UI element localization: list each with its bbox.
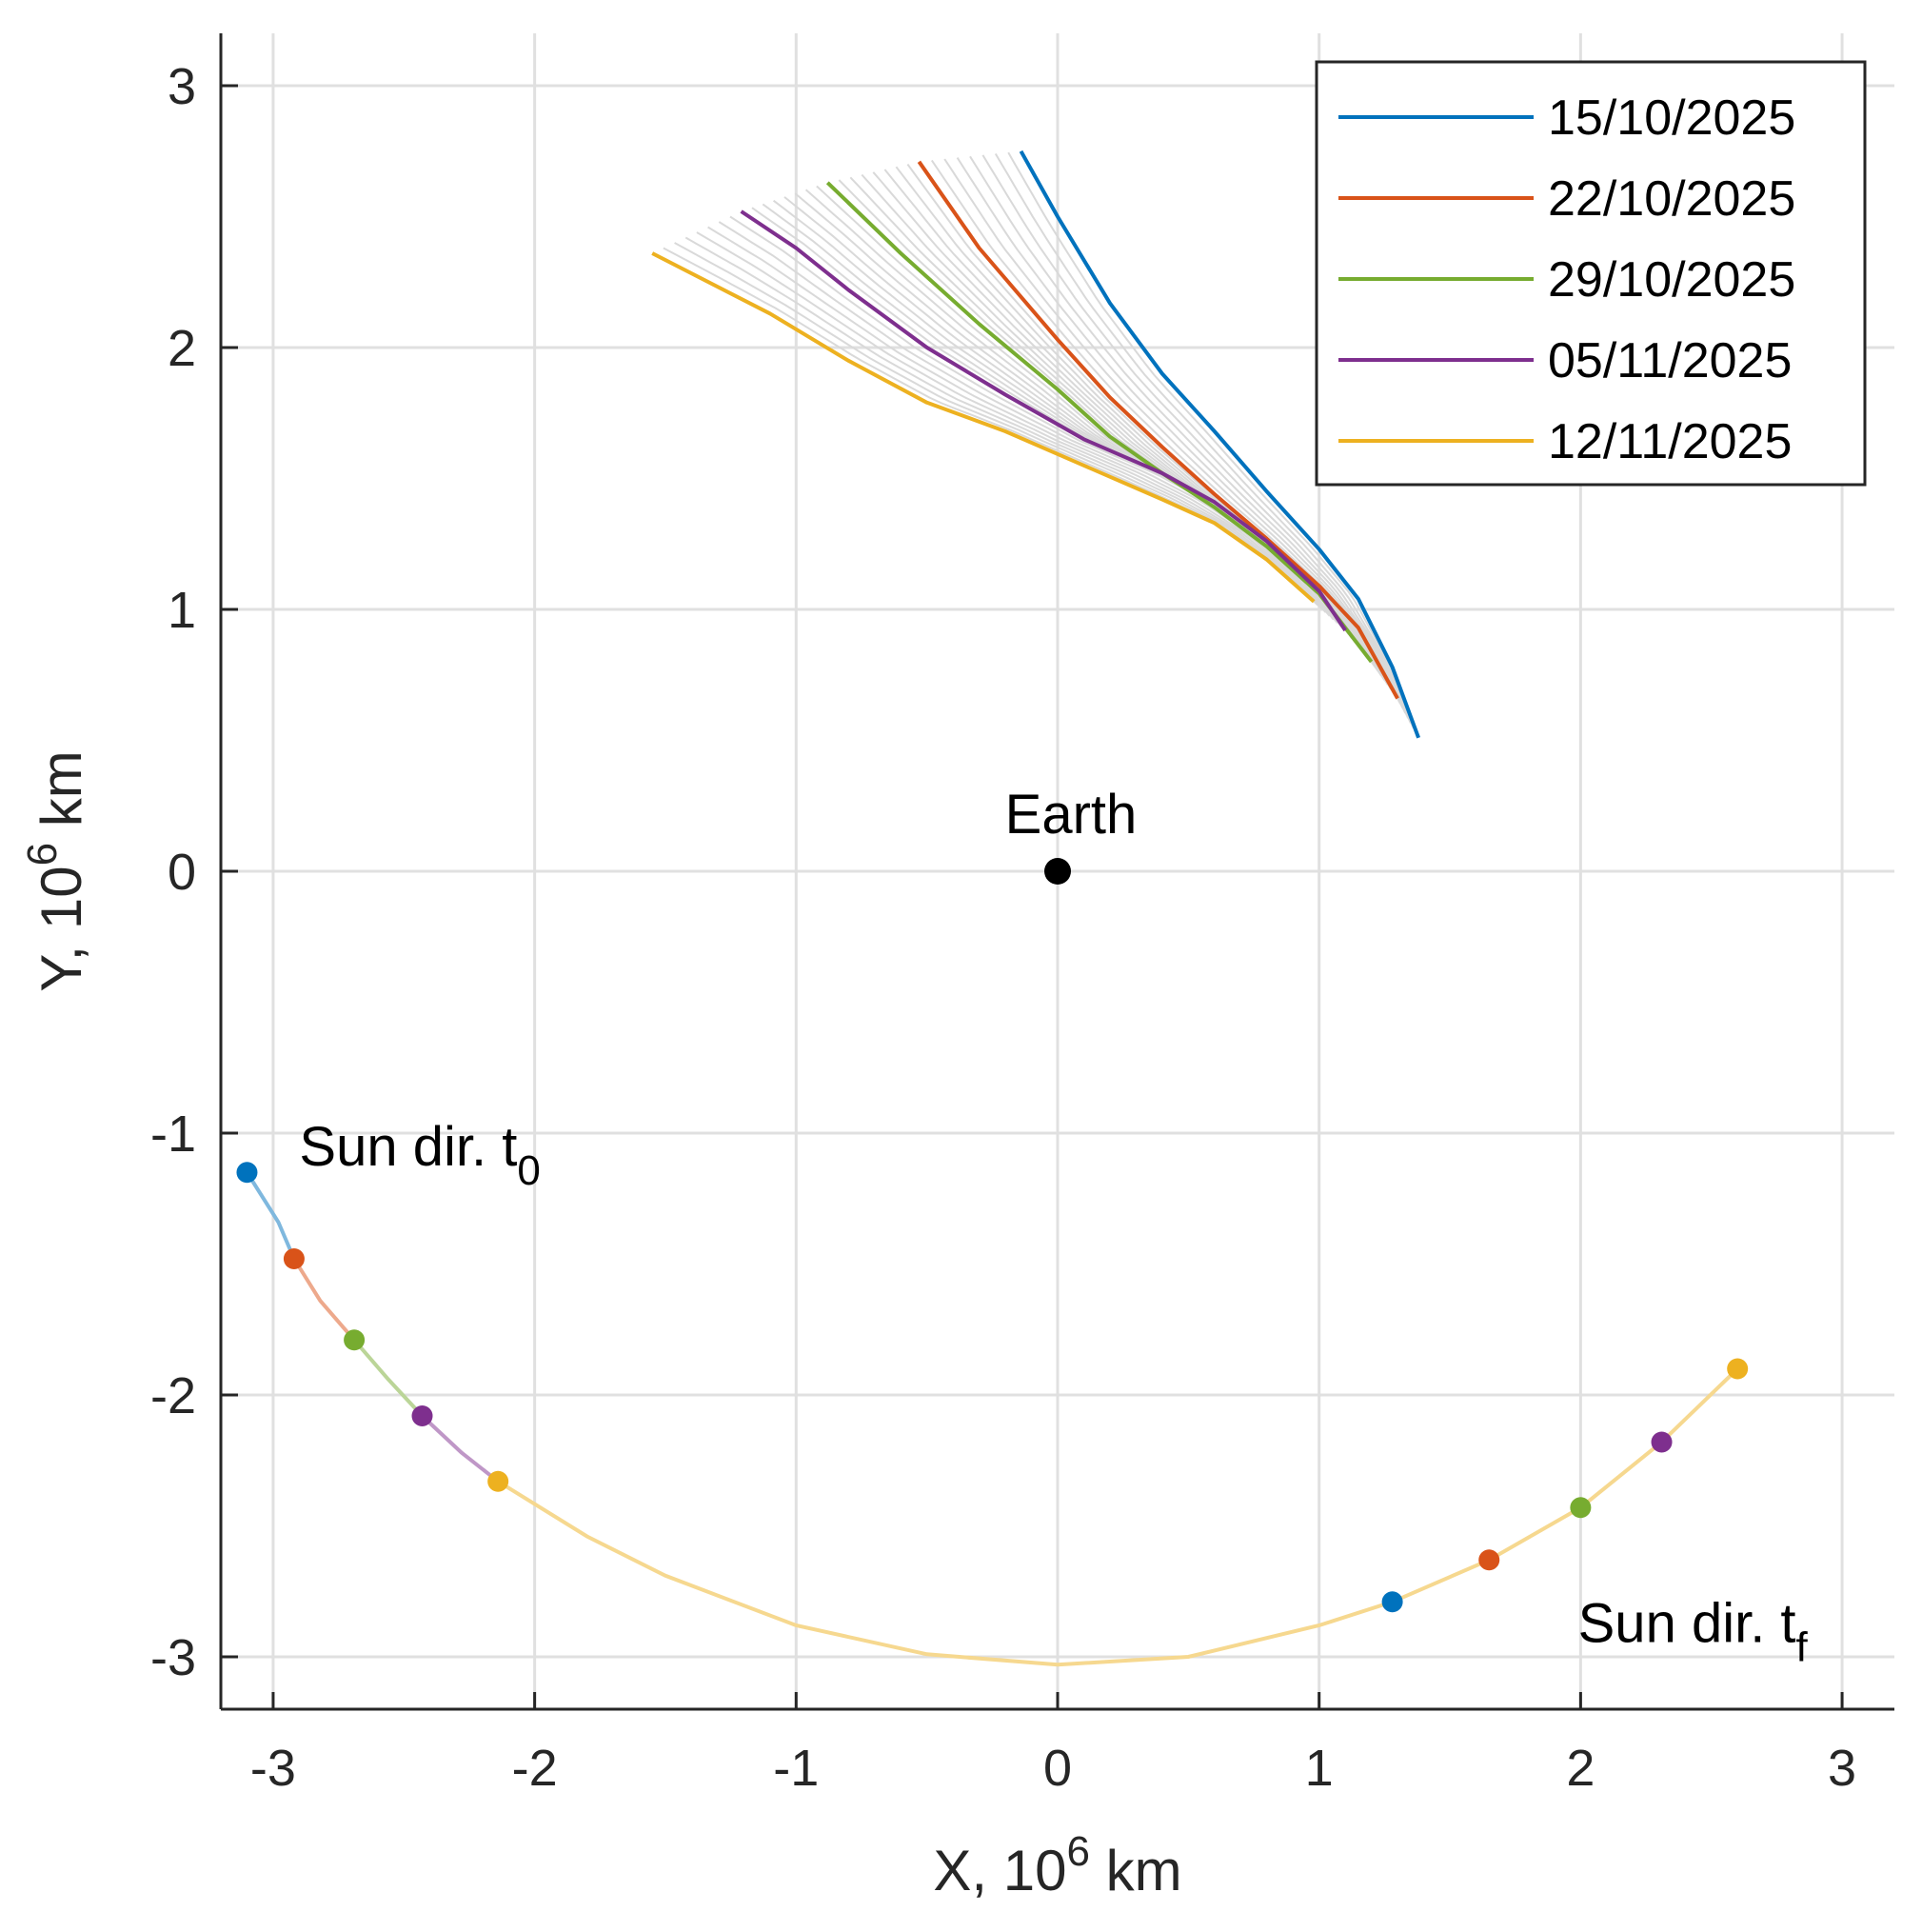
earth-marker — [1044, 858, 1071, 885]
intermediate-trajectory — [981, 154, 1412, 724]
x-tick-label: 3 — [1828, 1740, 1856, 1797]
earth-group: Earth — [1005, 784, 1138, 885]
sun-direction-marker — [1478, 1549, 1500, 1571]
sun-direction-arc — [245, 1171, 1739, 1667]
sun-dir-start-label: Sun dir. t0 — [299, 1116, 540, 1194]
y-tick-label: -1 — [150, 1105, 196, 1163]
sun-direction-marker — [344, 1329, 366, 1351]
x-tick-label: 0 — [1043, 1740, 1072, 1797]
intermediate-trajectory — [994, 152, 1415, 728]
intermediate-trajectory — [684, 236, 1327, 613]
sun-arc-segment — [245, 1171, 296, 1260]
sun-direction-marker — [1381, 1591, 1403, 1613]
legend-label: 22/10/2025 — [1548, 171, 1795, 227]
sun-arc-segment — [497, 1367, 1739, 1667]
legend-items: 15/10/2025 22/10/2025 29/10/2025 05/11/2025… — [1338, 90, 1795, 469]
intermediate-trajectory — [969, 155, 1410, 719]
sun-dir-end-text: Sun dir. t — [1578, 1592, 1796, 1654]
earth-label: Earth — [1005, 784, 1138, 846]
intermediate-trajectory — [674, 242, 1323, 610]
sun-direction-markers — [236, 1162, 1749, 1613]
x-tick-label: 2 — [1566, 1740, 1595, 1797]
sun-arc-segment — [352, 1338, 424, 1418]
sun-dir-start-text: Sun dir. t — [299, 1116, 517, 1178]
x-axis-label: X, 106 km — [933, 1828, 1181, 1902]
y-axis-label-sup: 6 — [19, 843, 66, 866]
x-ticks: -3 -2 -1 0 1 2 3 — [250, 1692, 1856, 1797]
intermediate-trajectory — [1007, 151, 1417, 733]
y-axis-label-text: Y, 10 — [30, 866, 93, 991]
trajectory-line — [825, 181, 1374, 664]
sun-direction-marker — [411, 1405, 433, 1426]
intermediate-trajectories — [663, 151, 1417, 733]
trajectory-line — [917, 160, 1399, 700]
y-tick-label: 0 — [168, 844, 196, 901]
intermediate-trajectory — [729, 215, 1342, 627]
sun-dir-end-sub: f — [1796, 1623, 1809, 1670]
y-axis-label: Y, 106 km — [19, 750, 93, 992]
x-axis-label-unit: km — [1090, 1839, 1182, 1902]
sun-dir-end-label: Sun dir. tf — [1578, 1592, 1809, 1670]
legend-label: 29/10/2025 — [1548, 252, 1795, 308]
annotations: Sun dir. t0 Sun dir. tf — [299, 1116, 1808, 1671]
intermediate-trajectory — [956, 157, 1407, 714]
legend-label: 05/11/2025 — [1548, 333, 1792, 388]
sun-direction-marker — [283, 1248, 305, 1269]
sun-dir-start-sub: 0 — [517, 1147, 540, 1194]
y-tick-label: -2 — [150, 1367, 196, 1424]
trajectory-series — [651, 149, 1420, 739]
intermediate-trajectory — [838, 179, 1376, 667]
legend: 15/10/2025 22/10/2025 29/10/2025 05/11/2025… — [1315, 60, 1867, 487]
sun-arc-segment — [421, 1414, 500, 1484]
y-ticks: -3 -2 -1 0 1 2 3 — [150, 58, 238, 1686]
y-tick-label: 3 — [168, 58, 196, 115]
y-axis-label-unit: km — [30, 750, 93, 843]
sun-direction-marker — [487, 1470, 509, 1492]
trajectory-line — [740, 209, 1347, 632]
intermediate-trajectory — [707, 226, 1335, 621]
y-tick-label: 2 — [168, 320, 196, 377]
sun-direction-marker — [1651, 1431, 1673, 1453]
axes: -3 -2 -1 0 1 2 3 -3 -2 -1 0 1 2 3 — [150, 33, 1894, 1797]
sun-direction-marker — [1727, 1358, 1749, 1380]
x-tick-label: -1 — [773, 1740, 819, 1797]
trajectory-line — [1019, 149, 1420, 739]
y-tick-label: 1 — [168, 582, 196, 639]
sun-arc-segment — [292, 1257, 356, 1342]
x-tick-label: 1 — [1305, 1740, 1334, 1797]
legend-label: 12/11/2025 — [1548, 414, 1792, 469]
legend-label: 15/10/2025 — [1548, 90, 1795, 146]
x-tick-label: -3 — [250, 1740, 296, 1797]
legend-box — [1315, 60, 1867, 487]
x-axis-label-text: X, 10 — [933, 1839, 1066, 1902]
intermediate-trajectory — [943, 158, 1404, 709]
intermediate-trajectory — [696, 231, 1331, 617]
intermediate-trajectory — [783, 196, 1359, 647]
intermediate-trajectory — [794, 192, 1363, 651]
sun-direction-marker — [236, 1162, 258, 1184]
x-tick-label: -2 — [512, 1740, 558, 1797]
trajectory-line — [651, 251, 1316, 604]
sun-direction-marker — [1570, 1497, 1592, 1519]
y-tick-label: -3 — [150, 1629, 196, 1686]
x-axis-label-sup: 6 — [1066, 1828, 1089, 1875]
